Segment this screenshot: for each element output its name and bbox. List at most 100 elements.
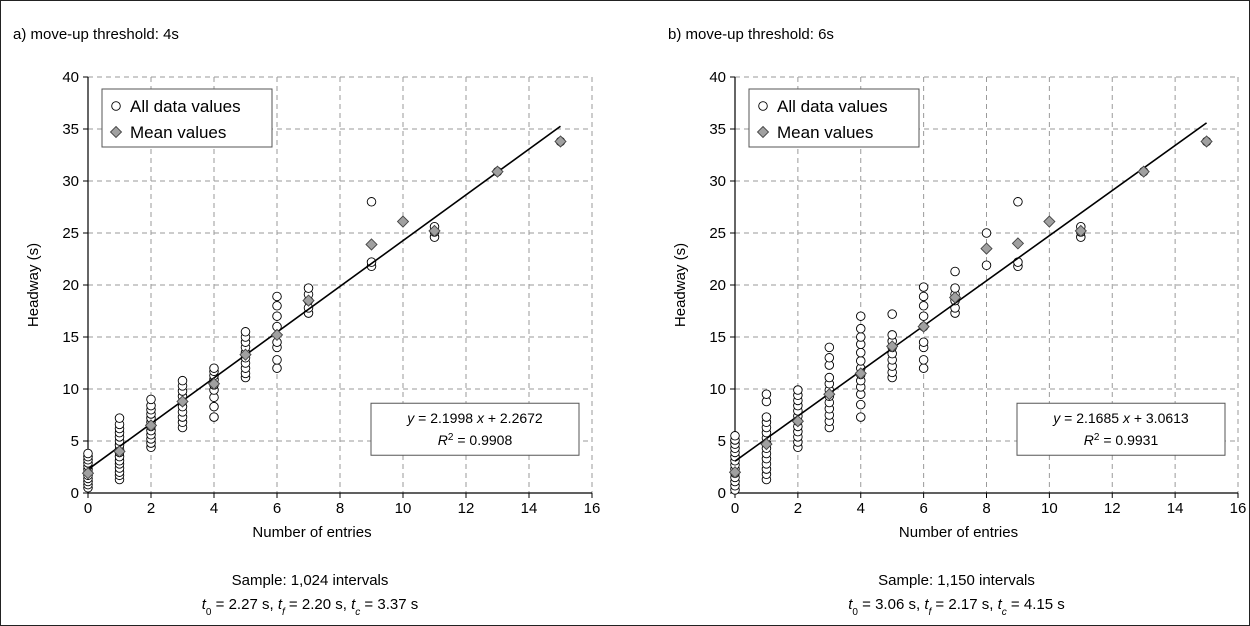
x-tick-label: 16 [1230, 500, 1247, 517]
x-tick-label: 6 [919, 500, 927, 517]
y-tick-label: 0 [71, 485, 79, 502]
data-point [918, 301, 929, 311]
caption-sample: Sample: 1,150 intervals [878, 572, 1035, 589]
x-tick-label: 16 [584, 500, 601, 517]
legend-item-label: All data values [777, 97, 888, 116]
data-point [918, 337, 929, 347]
regression-equation: y = 2.1685 x + 3.0613 [1052, 410, 1189, 426]
legend: All data values Mean values [101, 88, 273, 148]
data-point [761, 412, 772, 422]
y-tick-label: 25 [709, 225, 726, 242]
mean-point [113, 445, 126, 458]
chart-panel-b: b) move-up threshold: 6s 0 2 4 6 8 10 12 14 16 0 5 1… [668, 26, 1246, 618]
data-point [856, 412, 866, 422]
regression-equation: y = 2.1998 x + 2.2672 [406, 410, 543, 426]
mean-point [917, 320, 930, 333]
y-tick-label: 10 [709, 381, 726, 398]
y-tick-label: 30 [62, 173, 79, 190]
y-tick-label: 20 [62, 277, 79, 294]
x-tick-label: 12 [458, 500, 475, 517]
mean-point [144, 419, 158, 432]
mean-point [239, 348, 252, 361]
legend-item-label: All data values [130, 97, 241, 116]
data-point [272, 363, 282, 373]
trend-line [734, 122, 1208, 462]
data-point [856, 399, 866, 410]
data-point [793, 385, 803, 395]
panel-title: a) move-up threshold: 4s [13, 26, 179, 43]
x-tick-label: 10 [1041, 500, 1058, 517]
y-axis-label: Headway (s) [25, 243, 42, 327]
data-point [114, 413, 125, 423]
mean-point [1200, 135, 1213, 148]
legend-marker-diamond [756, 125, 770, 139]
x-axis-label: Number of entries [899, 524, 1018, 541]
x-tick-label: 0 [84, 500, 92, 517]
data-point [918, 282, 929, 292]
data-point [366, 197, 377, 207]
y-tick-label: 5 [71, 433, 79, 450]
x-tick-label: 4 [857, 500, 865, 517]
caption-sample: Sample: 1,024 intervals [232, 572, 389, 589]
data-point [240, 327, 251, 337]
legend-marker-diamond [109, 125, 123, 139]
mean-point [207, 377, 221, 390]
data-point [83, 448, 93, 459]
x-tick-label: 0 [731, 500, 739, 517]
mean-point [1043, 215, 1056, 228]
mean-point [428, 224, 441, 238]
mean-point [365, 238, 378, 251]
y-tick-label: 10 [62, 381, 79, 398]
data-point [856, 356, 866, 366]
equation-box-frame [370, 402, 580, 456]
data-point [1013, 197, 1023, 207]
legend-item-label: Mean values [130, 123, 226, 142]
equation-box: y = 2.1998 x + 2.2672 R2 = 0.9908 [370, 402, 580, 456]
mean-point [270, 328, 284, 342]
mean-point [81, 467, 95, 480]
data-point [209, 363, 219, 373]
data-point [856, 311, 866, 321]
y-tick-label: 35 [62, 121, 79, 138]
x-tick-label: 4 [210, 500, 218, 517]
x-tick-label: 8 [336, 500, 344, 517]
data-point [918, 363, 929, 373]
caption-parameters: t0 = 2.27 s, tf = 2.20 s, tc = 3.37 s [202, 596, 419, 618]
data-point [824, 353, 835, 363]
data-point [303, 283, 314, 293]
chart-panel-a: a) move-up threshold: 4s 0 2 4 6 8 10 12 14 16 0 5 1… [13, 26, 600, 618]
mean-point [854, 367, 867, 380]
data-point [209, 401, 219, 412]
data-point [918, 311, 929, 321]
caption-parameters: t0 = 3.06 s, tf = 2.17 s, tc = 4.15 s [848, 596, 1065, 618]
y-tick-label: 0 [718, 485, 726, 502]
data-point [918, 355, 929, 365]
x-tick-label: 2 [147, 500, 155, 517]
data-point [730, 431, 740, 441]
data-point [146, 394, 156, 405]
data-point [209, 412, 219, 422]
x-tick-label: 2 [794, 500, 802, 517]
y-tick-label: 35 [709, 121, 726, 138]
data-point [272, 301, 282, 311]
mean-point [980, 242, 993, 255]
data-point [918, 291, 929, 302]
x-tick-label: 6 [273, 500, 281, 517]
r-squared: R2 = 0.9908 [438, 432, 513, 449]
equation-box: y = 2.1685 x + 3.0613 R2 = 0.9931 [1016, 402, 1226, 456]
mean-point [823, 388, 836, 401]
data-point [272, 355, 282, 365]
r-squared: R2 = 0.9931 [1084, 432, 1159, 449]
y-tick-label: 15 [709, 329, 726, 346]
data-point [272, 311, 282, 321]
legend-box [748, 88, 920, 148]
mean-point [948, 291, 962, 304]
y-tick-label: 20 [709, 277, 726, 294]
y-axis-label: Headway (s) [672, 243, 689, 327]
mean-point [1074, 224, 1087, 238]
mean-point [728, 466, 742, 479]
data-point [887, 309, 897, 319]
data-point [824, 342, 835, 353]
x-tick-label: 8 [982, 500, 990, 517]
